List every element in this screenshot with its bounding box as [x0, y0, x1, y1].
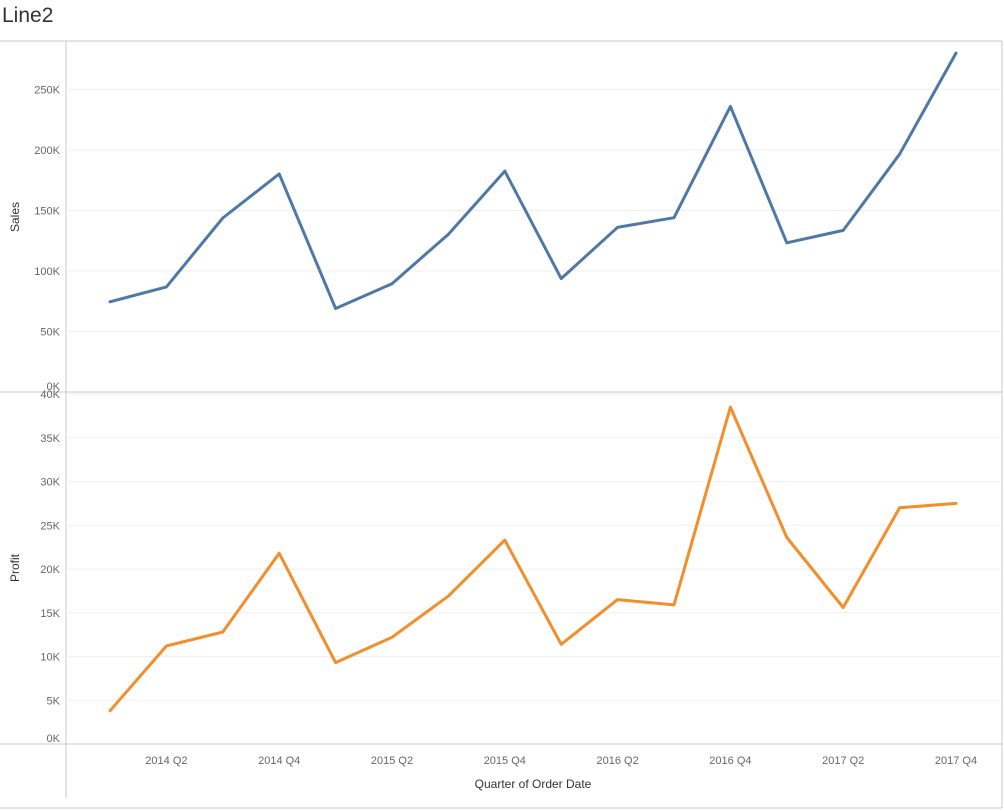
y-tick-label: 30K	[40, 477, 60, 489]
y-tick-label: 50K	[40, 326, 60, 338]
y-tick-label: 10K	[40, 652, 60, 664]
x-tick-label: 2015 Q2	[371, 755, 413, 767]
y-axis-ticks: 0K 50K 100K 150K 200K 250K 0K 5K 10K 15K 20K 25K 30K…	[34, 84, 60, 745]
y-axis-title-sales: Sales	[8, 202, 22, 232]
x-tick-label: 2017 Q2	[822, 755, 864, 767]
series-line-sales	[108, 51, 958, 310]
series-line-profit	[108, 405, 958, 713]
sheet-title: Line2	[2, 4, 54, 27]
gridlines	[66, 88, 1002, 701]
y-axis-title-profit: Profit	[8, 553, 22, 582]
y-tick-label: 40K	[40, 389, 60, 401]
y-tick-label: 25K	[40, 520, 60, 532]
y-tick-label: 0K	[47, 733, 61, 745]
y-tick-label: 15K	[40, 608, 60, 620]
x-axis-ticks: 2014 Q2 2014 Q4 2015 Q2 2015 Q4 2016 Q2 2016 …	[145, 755, 977, 767]
x-tick-label: 2015 Q4	[484, 755, 526, 767]
chart-frame	[0, 40, 1003, 809]
x-tick-label: 2016 Q4	[709, 755, 751, 767]
y-tick-label: 35K	[40, 433, 60, 445]
series-lines	[108, 51, 958, 713]
x-tick-label: 2014 Q2	[145, 755, 187, 767]
x-axis-title: Quarter of Order Date	[475, 777, 592, 791]
y-tick-label: 5K	[47, 695, 61, 707]
y-tick-label: 250K	[34, 84, 60, 96]
y-tick-label: 100K	[34, 266, 60, 278]
y-tick-label: 150K	[34, 205, 60, 217]
x-tick-label: 2016 Q2	[596, 755, 638, 767]
y-tick-label: 200K	[34, 145, 60, 157]
x-tick-label: 2014 Q4	[258, 755, 300, 767]
y-tick-label: 20K	[40, 564, 60, 576]
x-tick-label: 2017 Q4	[935, 755, 977, 767]
y-tick-label: 0K	[47, 381, 61, 393]
